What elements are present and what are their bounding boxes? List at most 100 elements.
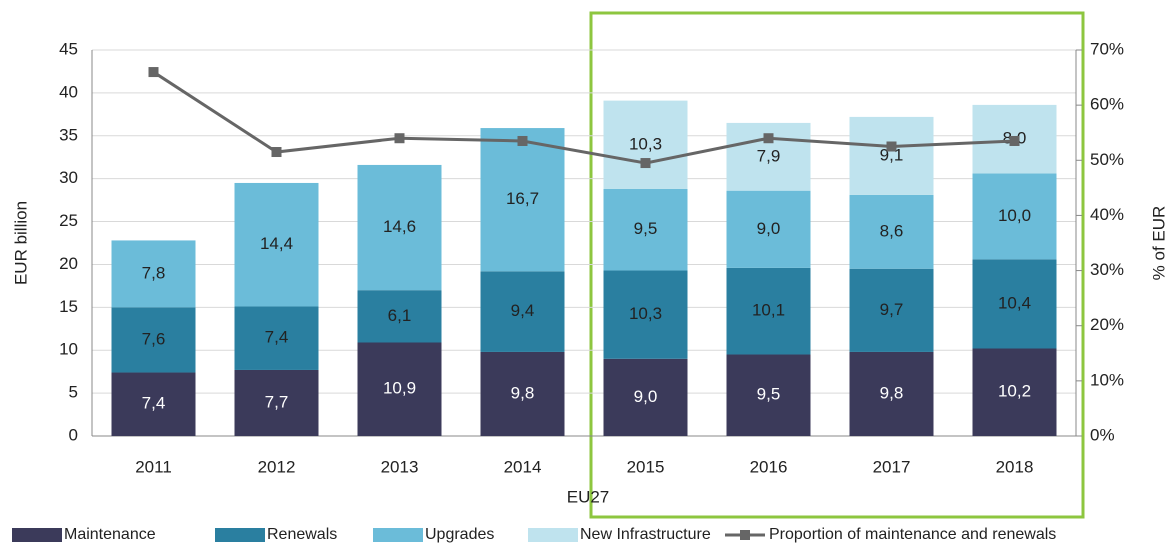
y-tick-label: 25: [59, 211, 78, 230]
y-tick-label: 5: [69, 383, 78, 402]
legend-label: Maintenance: [64, 526, 156, 543]
y2-tick-label: 70%: [1090, 39, 1124, 58]
legend-label: New Infrastructure: [580, 526, 711, 543]
value-label: 10,0: [998, 206, 1031, 225]
value-label: 9,4: [511, 301, 535, 320]
line-marker: [148, 67, 159, 78]
bar-segment: [972, 259, 1057, 349]
y2-tick-label: 50%: [1090, 150, 1124, 169]
legend-swatch: [215, 528, 265, 542]
bar-segment: [111, 372, 196, 436]
value-label: 7,6: [142, 329, 166, 348]
bar-segment: [849, 268, 934, 352]
y2-tick-label: 60%: [1090, 95, 1124, 114]
value-label: 7,9: [757, 146, 781, 165]
bar-segment: [849, 351, 934, 436]
y-tick-label: 30: [59, 168, 78, 187]
x-axis-title: EU27: [567, 487, 610, 506]
x-tick-label: 2014: [504, 457, 542, 476]
x-tick-label: 2015: [627, 457, 665, 476]
x-tick-label: 2017: [873, 457, 911, 476]
bar-segment: [603, 270, 688, 359]
value-label: 16,7: [506, 189, 539, 208]
bar-segment: [603, 100, 688, 189]
bar-segment: [849, 116, 934, 195]
value-label: 9,5: [757, 385, 781, 404]
bar-segment: [603, 188, 688, 271]
y2-tick-label: 40%: [1090, 205, 1124, 224]
value-label: 9,1: [880, 145, 904, 164]
value-label: 14,6: [383, 217, 416, 236]
line-marker: [517, 135, 528, 146]
y2-tick-label: 20%: [1090, 315, 1124, 334]
bar-segment: [234, 306, 319, 370]
value-label: 9,7: [880, 300, 904, 319]
line-marker: [271, 147, 282, 158]
y2-tick-label: 0%: [1090, 425, 1115, 444]
bar-segment: [849, 194, 934, 269]
x-tick-label: 2012: [258, 457, 296, 476]
y2-tick-label: 10%: [1090, 370, 1124, 389]
value-label: 7,4: [142, 394, 166, 413]
bar-segment: [480, 128, 565, 272]
value-label: 10,1: [752, 301, 785, 320]
bar-segment: [234, 369, 319, 436]
x-tick-label: 2016: [750, 457, 788, 476]
bar-segment: [726, 190, 811, 268]
y-axis-title: EUR billion: [11, 201, 30, 285]
legend-swatch: [12, 528, 62, 542]
value-label: 10,9: [383, 379, 416, 398]
x-tick-label: 2018: [996, 457, 1034, 476]
y2-tick-label: 30%: [1090, 260, 1124, 279]
bar-segment: [111, 307, 196, 373]
bar-segment: [972, 348, 1057, 436]
highlight-box: [589, 11, 1085, 519]
value-label: 10,4: [998, 293, 1031, 312]
value-label: 7,4: [265, 328, 289, 347]
bar-segment: [726, 267, 811, 355]
value-label: 10,2: [998, 382, 1031, 401]
value-label: 7,7: [265, 392, 289, 411]
value-label: 6,1: [388, 306, 412, 325]
value-label: 10,3: [629, 304, 662, 323]
y-tick-label: 40: [59, 82, 78, 101]
legend-label: Proportion of maintenance and renewals: [769, 526, 1056, 543]
y-tick-label: 45: [59, 39, 78, 58]
y-tick-label: 15: [59, 297, 78, 316]
legend-swatch: [373, 528, 423, 542]
y-tick-label: 35: [59, 125, 78, 144]
bar-segment: [480, 271, 565, 352]
value-label: 8,6: [880, 221, 904, 240]
legend-label: Upgrades: [425, 526, 494, 543]
line-marker: [1009, 135, 1020, 146]
y-tick-label: 10: [59, 340, 78, 359]
line-marker: [886, 141, 897, 152]
y-tick-label: 0: [69, 425, 78, 444]
line-marker: [394, 133, 405, 144]
bar-segment: [603, 358, 688, 436]
bar-segment: [972, 173, 1057, 260]
value-label: 9,8: [511, 383, 535, 402]
legend-label: Renewals: [267, 526, 337, 543]
value-label: 9,0: [757, 219, 781, 238]
value-label: 9,8: [880, 383, 904, 402]
bar-segment: [357, 342, 442, 436]
x-tick-label: 2013: [381, 457, 419, 476]
bar-segment: [111, 240, 196, 308]
value-label: 14,4: [260, 234, 293, 253]
bar-segment: [357, 290, 442, 343]
y-tick-label: 20: [59, 254, 78, 273]
bar-segment: [480, 351, 565, 436]
line-marker: [640, 158, 651, 169]
value-label: 7,8: [142, 263, 166, 282]
line-marker: [763, 133, 774, 144]
value-label: 10,3: [629, 134, 662, 153]
x-tick-label: 2011: [135, 457, 172, 476]
legend-marker: [740, 530, 750, 540]
y2-axis-title: % of EUR: [1149, 206, 1168, 281]
bar-segment: [726, 354, 811, 436]
legend-swatch: [528, 528, 578, 542]
bar-segment: [357, 164, 442, 291]
bar-segment: [234, 182, 319, 307]
